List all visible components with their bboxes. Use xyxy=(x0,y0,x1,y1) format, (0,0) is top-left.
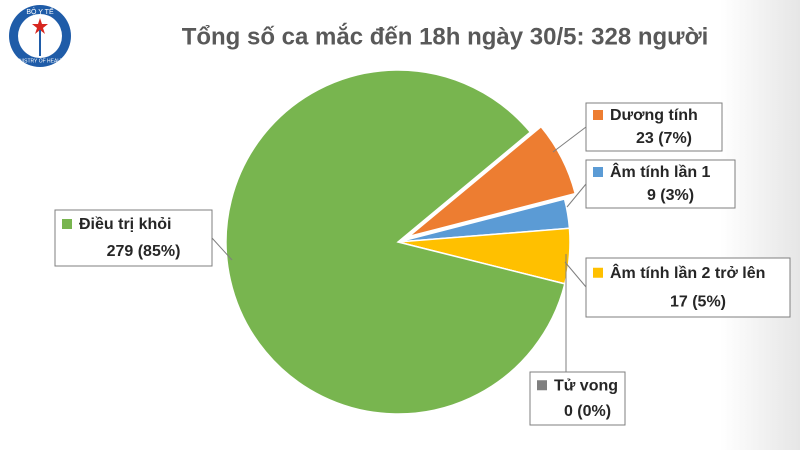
value-label: 17 (5%) xyxy=(670,293,726,310)
logo-bottom: MINISTRY OF HEALTH xyxy=(14,58,67,64)
category-label: Âm tính lần 1 xyxy=(610,162,711,181)
logo-star xyxy=(32,18,48,34)
callout-box xyxy=(585,102,723,152)
value-label: 23 (7%) xyxy=(636,130,692,147)
leader-line xyxy=(566,183,587,208)
category-label: Tử vong xyxy=(554,377,618,394)
legend-swatch xyxy=(593,167,603,177)
chart-title: Tổng số ca mắc đến 18h ngày 30/5: 328 ng… xyxy=(182,22,709,50)
pie-slice xyxy=(225,69,566,415)
legend-swatch xyxy=(593,267,603,278)
legend-swatch xyxy=(537,380,547,391)
pie-slice xyxy=(408,125,577,238)
leader-line xyxy=(564,261,587,288)
value-label: 0 (0%) xyxy=(564,403,611,420)
value-label: 9 (3%) xyxy=(647,187,694,204)
legend-swatch xyxy=(62,219,72,229)
value-label: 279 (85%) xyxy=(107,243,181,260)
legend-swatch xyxy=(593,110,603,120)
leader-line xyxy=(211,237,233,261)
logo-top: BỘ Y TẾ xyxy=(26,6,54,16)
logo: BỘ Y TẾ MINISTRY OF HEALTH xyxy=(9,5,71,67)
leader-line xyxy=(552,126,587,153)
callout-box xyxy=(54,209,213,267)
callout-box xyxy=(585,257,791,318)
category-label: Dương tính xyxy=(610,107,698,124)
category-label: Âm tính lần 2 trở lên xyxy=(610,263,765,282)
callout-box xyxy=(585,159,736,209)
category-label: Điều trị khỏi xyxy=(79,216,171,233)
